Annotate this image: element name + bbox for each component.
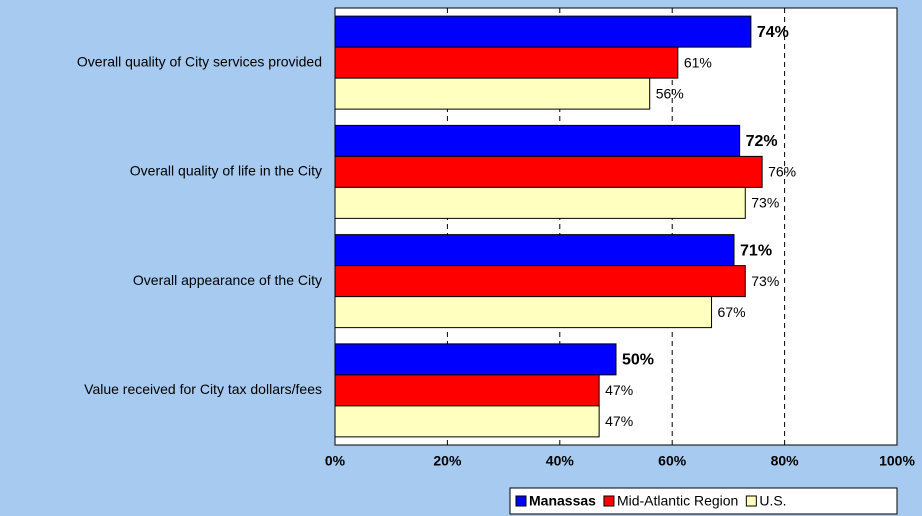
data-label: 56% bbox=[656, 85, 684, 101]
y-tick-label: Overall quality of life in the City bbox=[130, 163, 322, 179]
bar bbox=[334, 234, 735, 267]
bar bbox=[334, 124, 741, 157]
bar bbox=[334, 343, 617, 376]
data-label: 50% bbox=[622, 352, 654, 369]
x-tick-label: 60% bbox=[658, 453, 687, 469]
bar bbox=[334, 155, 763, 188]
legend bbox=[509, 487, 898, 515]
legend-swatch bbox=[745, 495, 757, 507]
bar bbox=[334, 77, 651, 110]
bar bbox=[334, 265, 746, 298]
bar bbox=[334, 15, 752, 48]
bar bbox=[334, 405, 600, 438]
y-tick-label: Value received for City tax dollars/fees bbox=[84, 381, 322, 397]
data-label: 61% bbox=[684, 54, 712, 70]
data-label: 67% bbox=[718, 304, 746, 320]
data-label: 72% bbox=[746, 133, 778, 150]
legend-label: Manassas bbox=[529, 493, 596, 509]
bars bbox=[334, 15, 763, 438]
bar bbox=[334, 374, 600, 407]
x-tick-label: 0% bbox=[325, 453, 346, 469]
legend-label: U.S. bbox=[759, 493, 786, 509]
bar bbox=[334, 186, 746, 219]
data-label: 47% bbox=[605, 382, 633, 398]
x-tick-label: 100% bbox=[879, 453, 915, 469]
y-tick-label: Overall appearance of the City bbox=[133, 272, 322, 288]
y-tick-label: Overall quality of City services provide… bbox=[77, 53, 322, 69]
bar bbox=[334, 46, 679, 79]
data-label: 71% bbox=[740, 242, 772, 259]
x-tick-label: 40% bbox=[546, 453, 575, 469]
data-label: 74% bbox=[757, 24, 789, 41]
x-tick-label: 80% bbox=[771, 453, 800, 469]
labels: 0% 20% 40% 60% 80% 100% Overall quality of Cit… bbox=[77, 24, 916, 469]
data-label: 76% bbox=[768, 164, 796, 180]
data-label: 73% bbox=[751, 273, 779, 289]
bar bbox=[334, 296, 713, 329]
legend-swatch bbox=[603, 495, 615, 507]
data-label: 47% bbox=[605, 413, 633, 429]
x-tick-label: 20% bbox=[433, 453, 462, 469]
legend-swatch bbox=[515, 495, 527, 507]
legend-label: Mid-Atlantic Region bbox=[617, 493, 738, 509]
legend-entries: Manassas Mid-Atlantic Region U.S. bbox=[515, 493, 787, 509]
data-label: 73% bbox=[751, 195, 779, 211]
